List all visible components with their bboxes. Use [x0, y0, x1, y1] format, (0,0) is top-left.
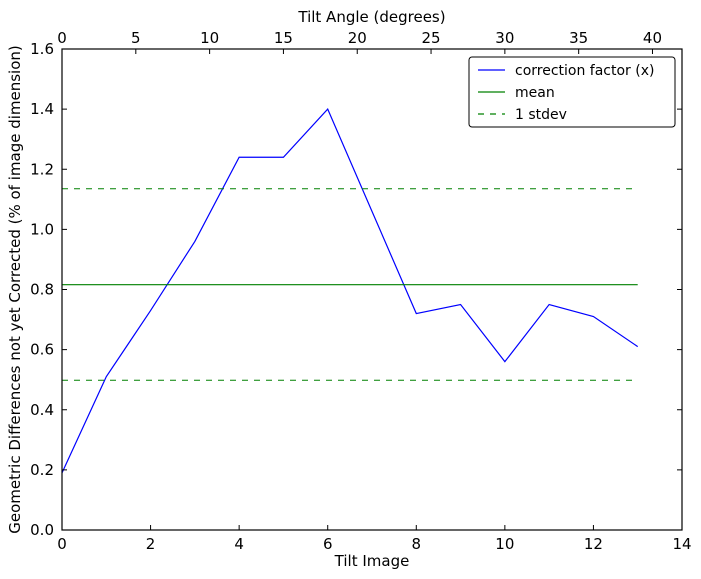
y-tick-label: 1.6 [30, 40, 54, 58]
series-line-0 [61, 108, 639, 474]
x-tick-label: 10 [495, 535, 514, 553]
y-tick-label: 0.2 [30, 461, 54, 479]
x-axis-title: Tilt Image [334, 552, 410, 570]
x-tick-label: 12 [584, 535, 603, 553]
y-tick-label: 0.6 [30, 341, 54, 359]
top-x-tick-label: 40 [643, 29, 662, 47]
x-tick-label: 0 [57, 535, 67, 553]
top-x-tick-label: 15 [274, 29, 293, 47]
y-tick-label: 0.4 [30, 401, 54, 419]
top-x-tick-label: 25 [422, 29, 441, 47]
y-tick-label: 1.2 [30, 160, 54, 178]
y-tick-label: 0.0 [30, 521, 54, 539]
legend-label-correction-factor: correction factor (x) [515, 63, 654, 79]
x-tick-label: 6 [323, 535, 333, 553]
legend-label-stdev: 1 stdev [515, 107, 567, 123]
y-tick-label: 0.8 [30, 281, 54, 299]
top-x-tick-label: 30 [495, 29, 514, 47]
top-x-tick-label: 35 [569, 29, 588, 47]
top-x-tick-label: 0 [57, 29, 67, 47]
plot-lines [61, 108, 639, 474]
y-tick-label: 1.0 [30, 220, 54, 238]
axis-ticks [61, 48, 683, 531]
top-x-tick-label: 10 [200, 29, 219, 47]
x-tick-label: 4 [234, 535, 244, 553]
y-tick-label: 1.4 [30, 100, 54, 118]
x-tick-label: 14 [672, 535, 691, 553]
top-x-tick-label: 5 [131, 29, 141, 47]
x-tick-label: 2 [146, 535, 156, 553]
legend-label-mean: mean [515, 85, 555, 101]
top-x-axis-title: Tilt Angle (degrees) [297, 8, 445, 26]
top-x-tick-label: 20 [348, 29, 367, 47]
tick-labels: 0 2 4 6 8 10 12 140.00.20.40.60.81.01.21.41.60 5… [30, 29, 691, 553]
y-axis-title: Geometric Differences not yet Corrected … [6, 45, 24, 534]
x-tick-label: 8 [412, 535, 422, 553]
legend-box [468, 56, 676, 128]
legend: correction factor (x) mean 1 stdev [468, 56, 676, 128]
